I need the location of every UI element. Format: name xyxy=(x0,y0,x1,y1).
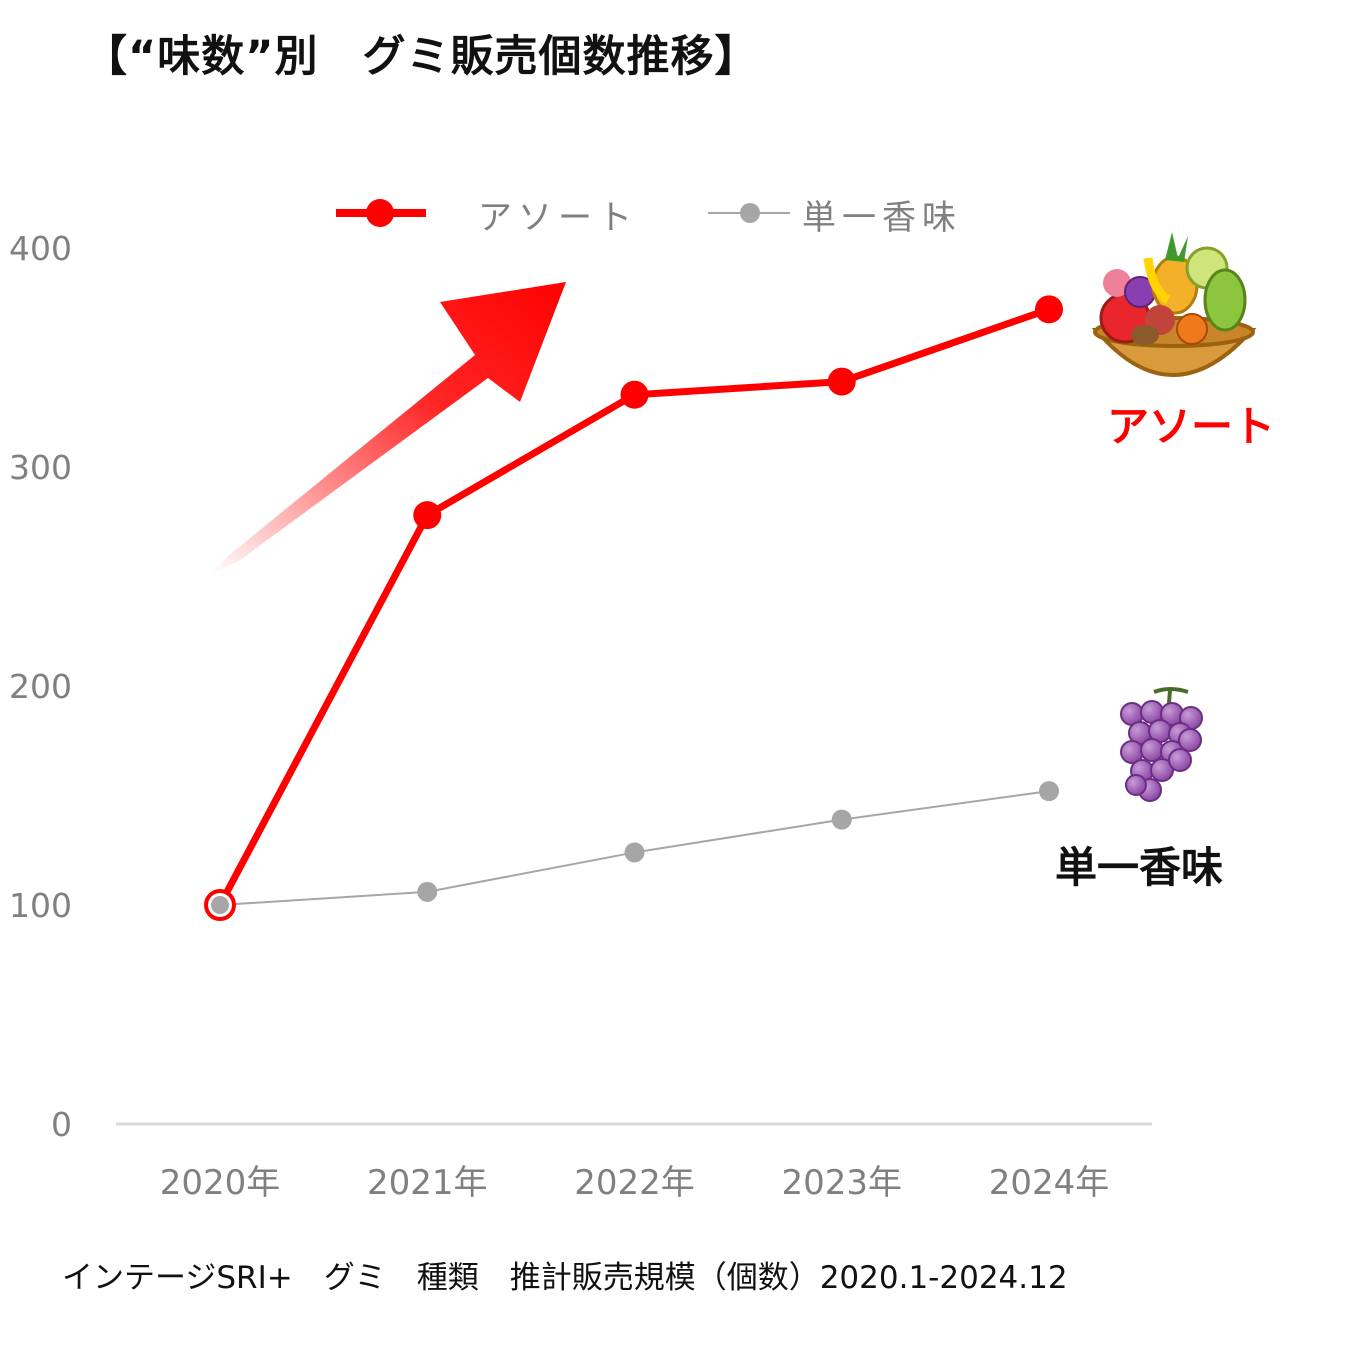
data-point-single xyxy=(417,881,438,902)
legend-marker-assort xyxy=(366,199,394,227)
chart-title: 【“味数”別 グミ販売個数推移】 xyxy=(84,32,759,82)
data-point-single xyxy=(1039,781,1059,802)
legend-label-single: 単一香味 xyxy=(802,198,962,238)
data-point-assort xyxy=(827,367,856,396)
up-arrow-icon xyxy=(210,282,566,575)
legend xyxy=(336,199,790,227)
data-point-single-overlap xyxy=(211,896,229,914)
y-tick-label: 0 xyxy=(51,1105,72,1144)
source-footnote: インテージSRI+ グミ 種類 推計販売規模（個数）2020.1-2024.12 xyxy=(62,1260,1068,1296)
x-tick-label: 2024年 xyxy=(989,1163,1110,1203)
x-tick-label: 2021年 xyxy=(367,1163,488,1203)
end-label-single: 単一香味 xyxy=(1055,843,1224,892)
y-tick-label: 300 xyxy=(9,448,72,487)
data-point-single xyxy=(831,809,852,830)
fruit-basket-icon xyxy=(1091,232,1257,377)
y-tick-label: 400 xyxy=(9,229,72,268)
data-point-assort xyxy=(413,501,442,530)
data-point-single xyxy=(624,842,645,863)
y-tick-label: 200 xyxy=(9,667,72,706)
legend-label-assort: アソート xyxy=(478,198,638,238)
x-tick-label: 2023年 xyxy=(781,1163,902,1203)
data-point-assort xyxy=(1035,295,1063,324)
x-tick-label: 2022年 xyxy=(574,1163,695,1203)
x-tick-label: 2020年 xyxy=(160,1163,281,1203)
end-label-assort: アソート xyxy=(1107,402,1276,451)
data-point-assort xyxy=(620,380,649,409)
legend-marker-single xyxy=(740,203,760,223)
y-tick-label: 100 xyxy=(9,886,72,925)
grapes-icon xyxy=(1120,687,1203,802)
